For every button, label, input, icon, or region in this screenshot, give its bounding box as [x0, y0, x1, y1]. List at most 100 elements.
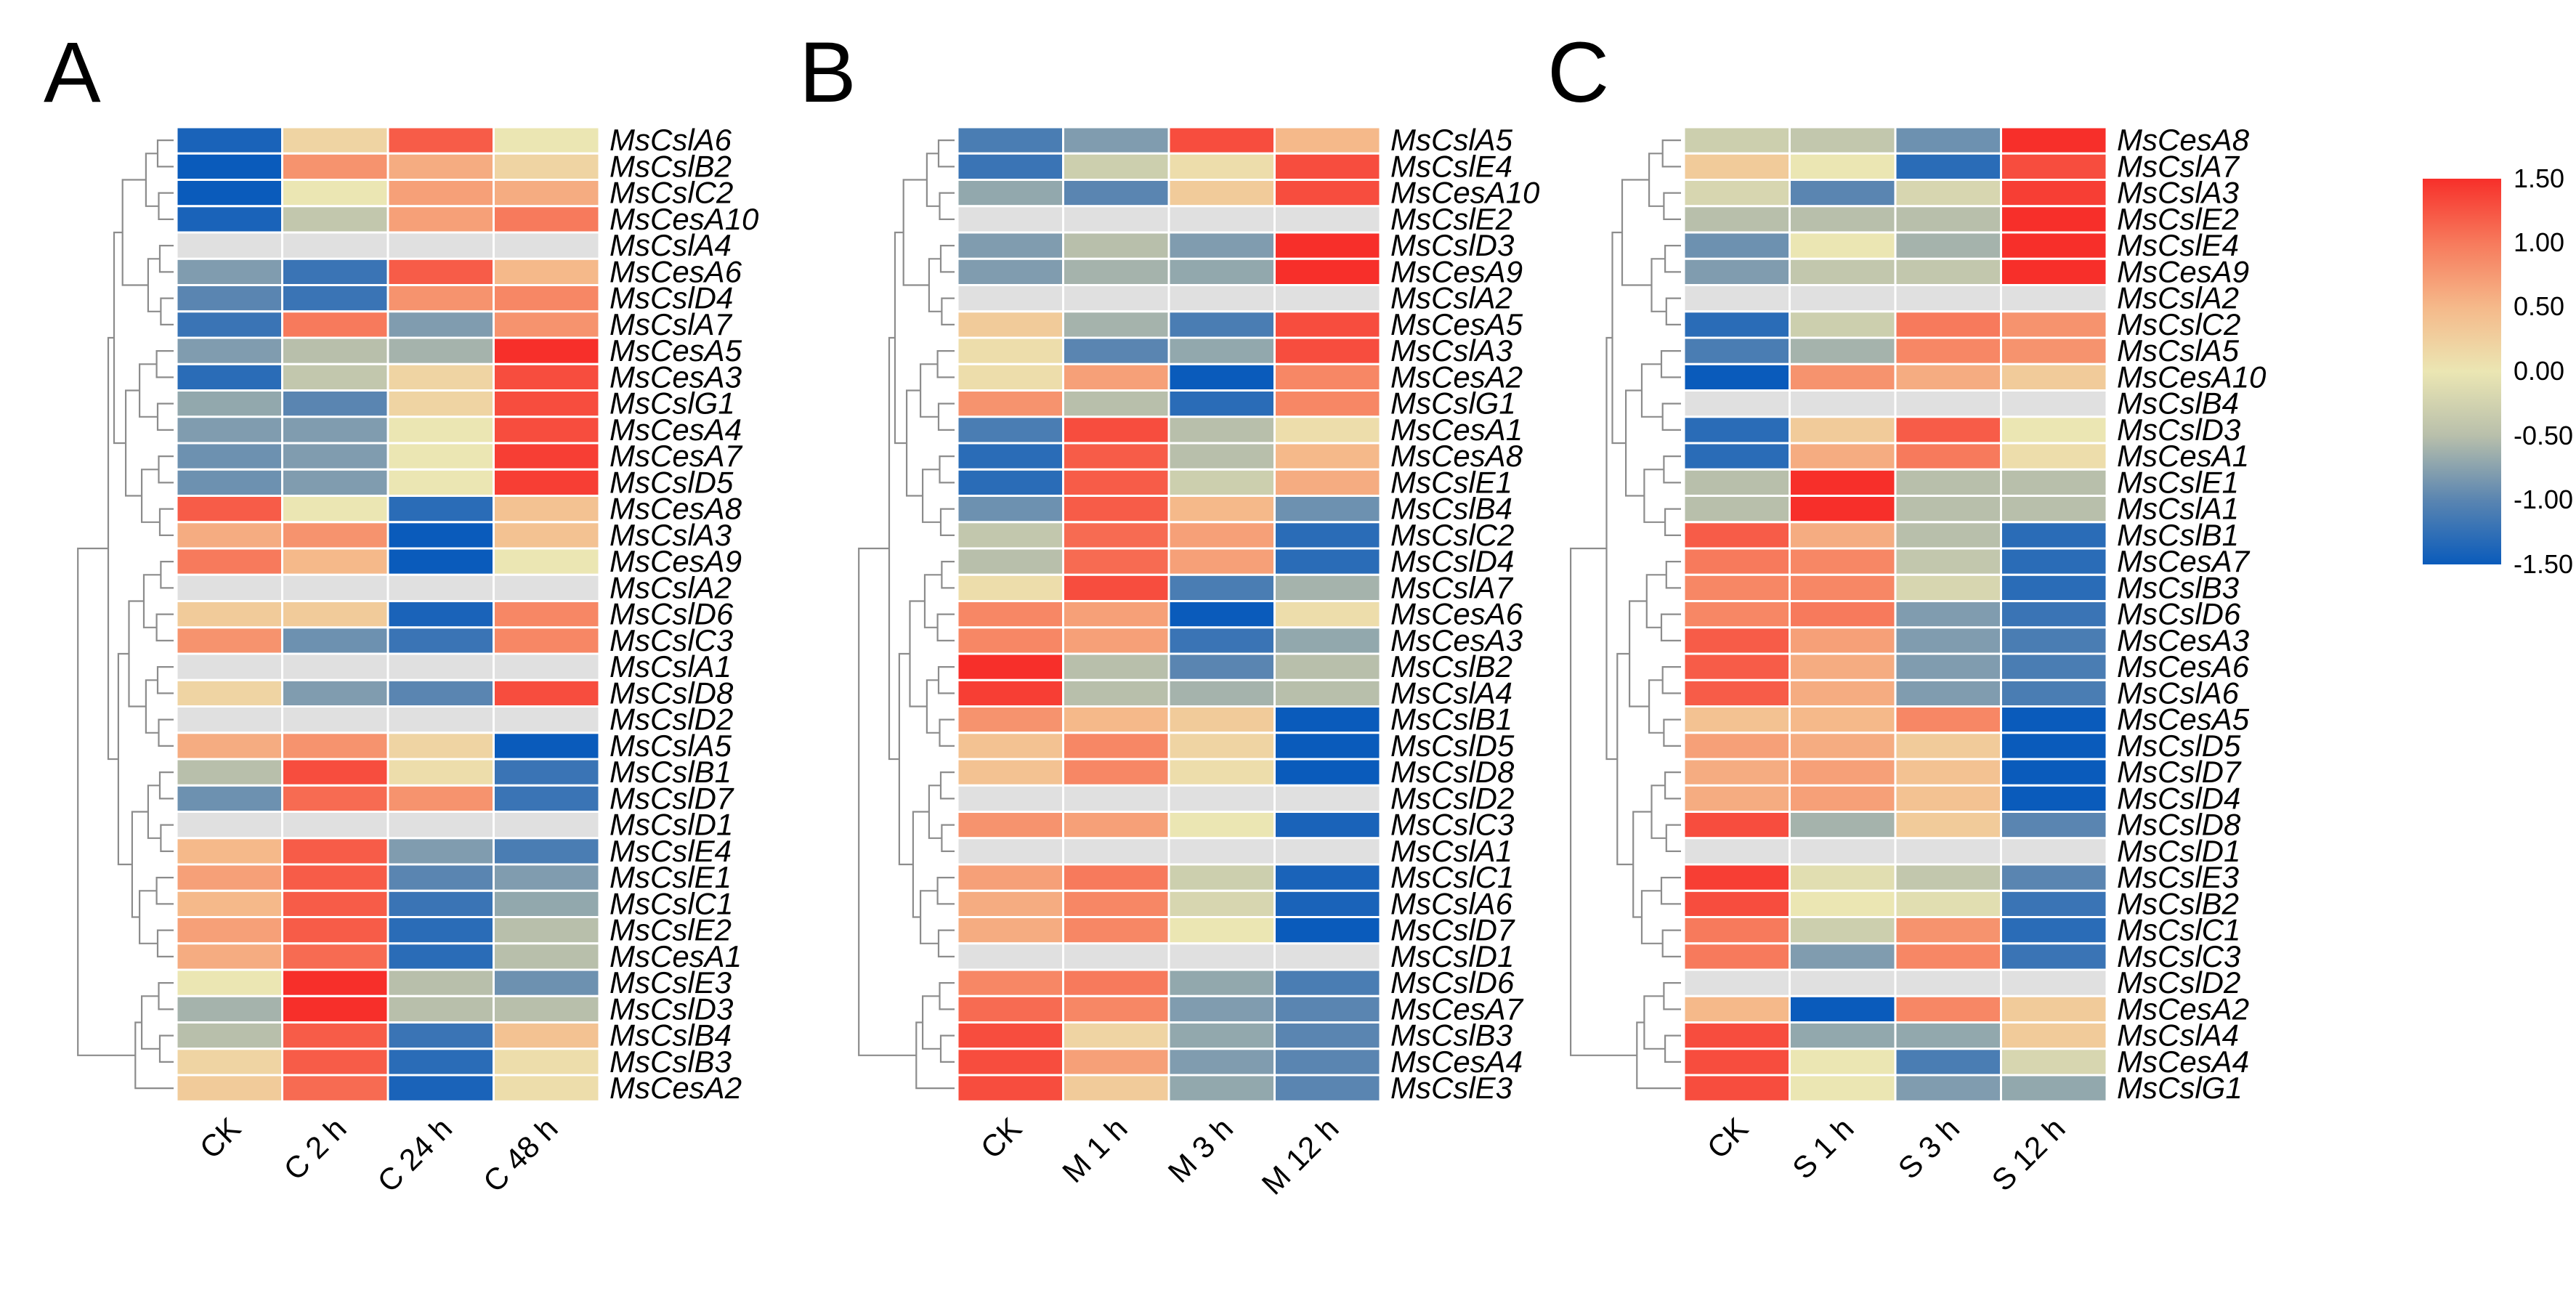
- dendrogram-branch: [923, 574, 942, 628]
- dendrogram-branch: [936, 613, 955, 641]
- dendrogram-branch: [1648, 679, 1664, 734]
- heatmap-cell-mscesa1-ck: [956, 416, 1064, 445]
- dendrogram-branch: [1643, 469, 1666, 523]
- row-label-mscslc1: MsCslC1: [1390, 860, 1514, 894]
- dendrogram-branch: [145, 153, 159, 207]
- heatmap-cell-mscsld5-c-2-h: [281, 468, 389, 498]
- row-label-mscslc2: MsCslC2: [2117, 307, 2240, 341]
- legend-tick-label: -0.50: [2514, 421, 2573, 450]
- heatmap-cell-mscesa2-s-12-h: [2000, 994, 2108, 1024]
- heatmap-cell-mscsla7-s-1-h: [1789, 152, 1897, 182]
- heatmap-cell-mscsld6-ck: [1682, 600, 1791, 629]
- heatmap-cell-mscsld7-ck: [956, 916, 1064, 945]
- heatmap-cell-mscesa6-m-1-h: [1062, 600, 1170, 629]
- row-label-mscsla7: MsCslA7: [1390, 570, 1514, 604]
- heatmap-cell-mscsla1-m-3-h: [1167, 837, 1276, 866]
- heatmap-cell-mscesa1-ck: [175, 942, 283, 971]
- heatmap-cell-mscesa4-s-12-h: [2000, 1047, 2108, 1077]
- heatmap-cell-mscsla6-c-24-h: [386, 126, 495, 155]
- heatmap-cell-mscslc3-c-24-h: [386, 626, 495, 655]
- heatmap-cell-mscesa2-s-3-h: [1894, 994, 2002, 1024]
- heatmap-cell-mscsld5-c-24-h: [386, 468, 495, 498]
- heatmap-cell-mscesa1-s-12-h: [2000, 442, 2108, 471]
- dendrogram-branch: [902, 179, 929, 286]
- row-label-mscsld5: MsCslD5: [609, 465, 734, 499]
- heatmap-cell-mscsla5-c-24-h: [386, 731, 495, 761]
- dendrogram-branch: [155, 877, 174, 905]
- row-label-mscesa10: MsCesA10: [609, 202, 759, 236]
- heatmap-cell-mscesa9-s-12-h: [2000, 257, 2108, 287]
- heatmap-cell-mscsla3-c-2-h: [281, 521, 389, 550]
- row-label-mscsla5: MsCslA5: [1390, 123, 1513, 157]
- heatmap-cell-mscslc1-s-1-h: [1789, 916, 1897, 945]
- dendrogram-branch: [1616, 652, 1634, 866]
- heatmap-cell-mscslb3-ck: [1682, 573, 1791, 603]
- heatmap-cell-mscesa9-m-3-h: [1167, 257, 1276, 287]
- row-label-mscsld7: MsCslD7: [609, 781, 734, 815]
- dendrogram-branch: [1650, 785, 1666, 839]
- heatmap-cell-mscslc1-ck: [1682, 916, 1791, 945]
- legend-tick-label: 0.00: [2514, 356, 2564, 386]
- heatmap-cell-mscslb3-s-3-h: [1894, 573, 2002, 603]
- dendrogram-branch: [113, 231, 126, 445]
- row-label-mscsld2: MsCslD2: [609, 702, 733, 737]
- row-label-mscsld8: MsCslD8: [609, 676, 734, 710]
- dendrogram-branch: [1661, 139, 1681, 168]
- heatmap-cell-mscslg1-c-48-h: [493, 389, 601, 418]
- dendrogram-branch: [1640, 363, 1663, 418]
- heatmap-cells-a: [175, 126, 601, 1103]
- heatmap-cell-mscsla1-m-1-h: [1062, 837, 1170, 866]
- heatmap-cell-mscsla5-m-3-h: [1167, 126, 1276, 155]
- heatmap-cell-mscsla4-c-2-h: [281, 231, 389, 260]
- heatmap-cell-mscsle1-s-1-h: [1789, 468, 1897, 498]
- row-label-mscesa6: MsCesA6: [2117, 649, 2250, 684]
- dendrogram-branch: [155, 613, 174, 641]
- heatmap-cell-mscslg1-m-3-h: [1167, 389, 1276, 418]
- dendrogram-branch: [939, 982, 955, 1010]
- heatmap-cell-mscslb1-s-3-h: [1894, 521, 2002, 550]
- column-label-ck: CK: [974, 1111, 1029, 1165]
- heatmap-cell-mscsla7-m-1-h: [1062, 573, 1170, 603]
- heatmap-cell-mscsla6-ck: [175, 126, 283, 155]
- heatmap-cell-mscesa7-ck: [175, 442, 283, 471]
- heatmap-cell-mscsla3-s-12-h: [2000, 179, 2108, 208]
- heatmap-cell-mscesa3-c-48-h: [493, 362, 601, 392]
- row-label-mscesa3: MsCesA3: [1390, 623, 1523, 657]
- dendrogram-branch: [939, 1034, 955, 1063]
- dendrogram-a: [77, 139, 174, 1090]
- heatmap-cell-mscsla1-ck: [1682, 495, 1791, 524]
- row-label-mscsle3: MsCslE3: [2117, 860, 2239, 894]
- heatmap-cell-mscesa7-m-1-h: [1062, 994, 1170, 1024]
- heatmap-cell-mscsld1-s-12-h: [2000, 837, 2108, 866]
- row-label-mscslc3: MsCslC3: [2117, 939, 2240, 973]
- dendrogram-branch: [1663, 718, 1681, 747]
- dendrogram-branch: [77, 547, 136, 1056]
- heatmap-cell-mscslb1-c-24-h: [386, 758, 495, 787]
- dendrogram-branch: [937, 139, 955, 168]
- heatmap-cell-mscsla4-s-12-h: [2000, 1021, 2108, 1050]
- dendrogram-branch: [139, 363, 158, 418]
- heatmap-cell-mscsld5-ck: [1682, 731, 1791, 761]
- heatmap-cell-mscsle4-c-24-h: [386, 837, 495, 866]
- heatmap-cell-mscslc2-ck: [1682, 310, 1791, 339]
- heatmap-cell-mscslb4-s-3-h: [1894, 389, 2002, 418]
- dendrogram-branch: [1661, 666, 1681, 694]
- heatmap-cell-mscsla5-m-12-h: [1273, 126, 1382, 155]
- heatmap-cell-mscsld8-c-48-h: [493, 678, 601, 708]
- heatmap-cell-mscesa4-s-1-h: [1789, 1047, 1897, 1077]
- heatmap-cell-mscsla5-c-48-h: [493, 731, 601, 761]
- row-label-mscsla5: MsCslA5: [2117, 333, 2240, 368]
- heatmap-cell-mscesa2-m-1-h: [1062, 362, 1170, 392]
- heatmap-cell-mscsld5-s-1-h: [1789, 731, 1897, 761]
- heatmap-cell-mscsle2-c-48-h: [493, 916, 601, 945]
- row-label-mscesa10: MsCesA10: [1390, 176, 1540, 210]
- heatmap-cell-mscesa8-c-2-h: [281, 495, 389, 524]
- row-label-mscslb4: MsCslB4: [609, 1018, 732, 1053]
- heatmap-cell-mscslb3-c-24-h: [386, 1047, 495, 1077]
- dendrogram-branch: [939, 771, 955, 800]
- heatmap-cell-mscesa9-s-3-h: [1894, 257, 2002, 287]
- dendrogram-branch: [1664, 771, 1681, 800]
- dendrogram-branch: [158, 455, 174, 484]
- row-label-mscesa8: MsCesA8: [1390, 439, 1523, 473]
- heatmap-cell-mscslb1-ck: [175, 758, 283, 787]
